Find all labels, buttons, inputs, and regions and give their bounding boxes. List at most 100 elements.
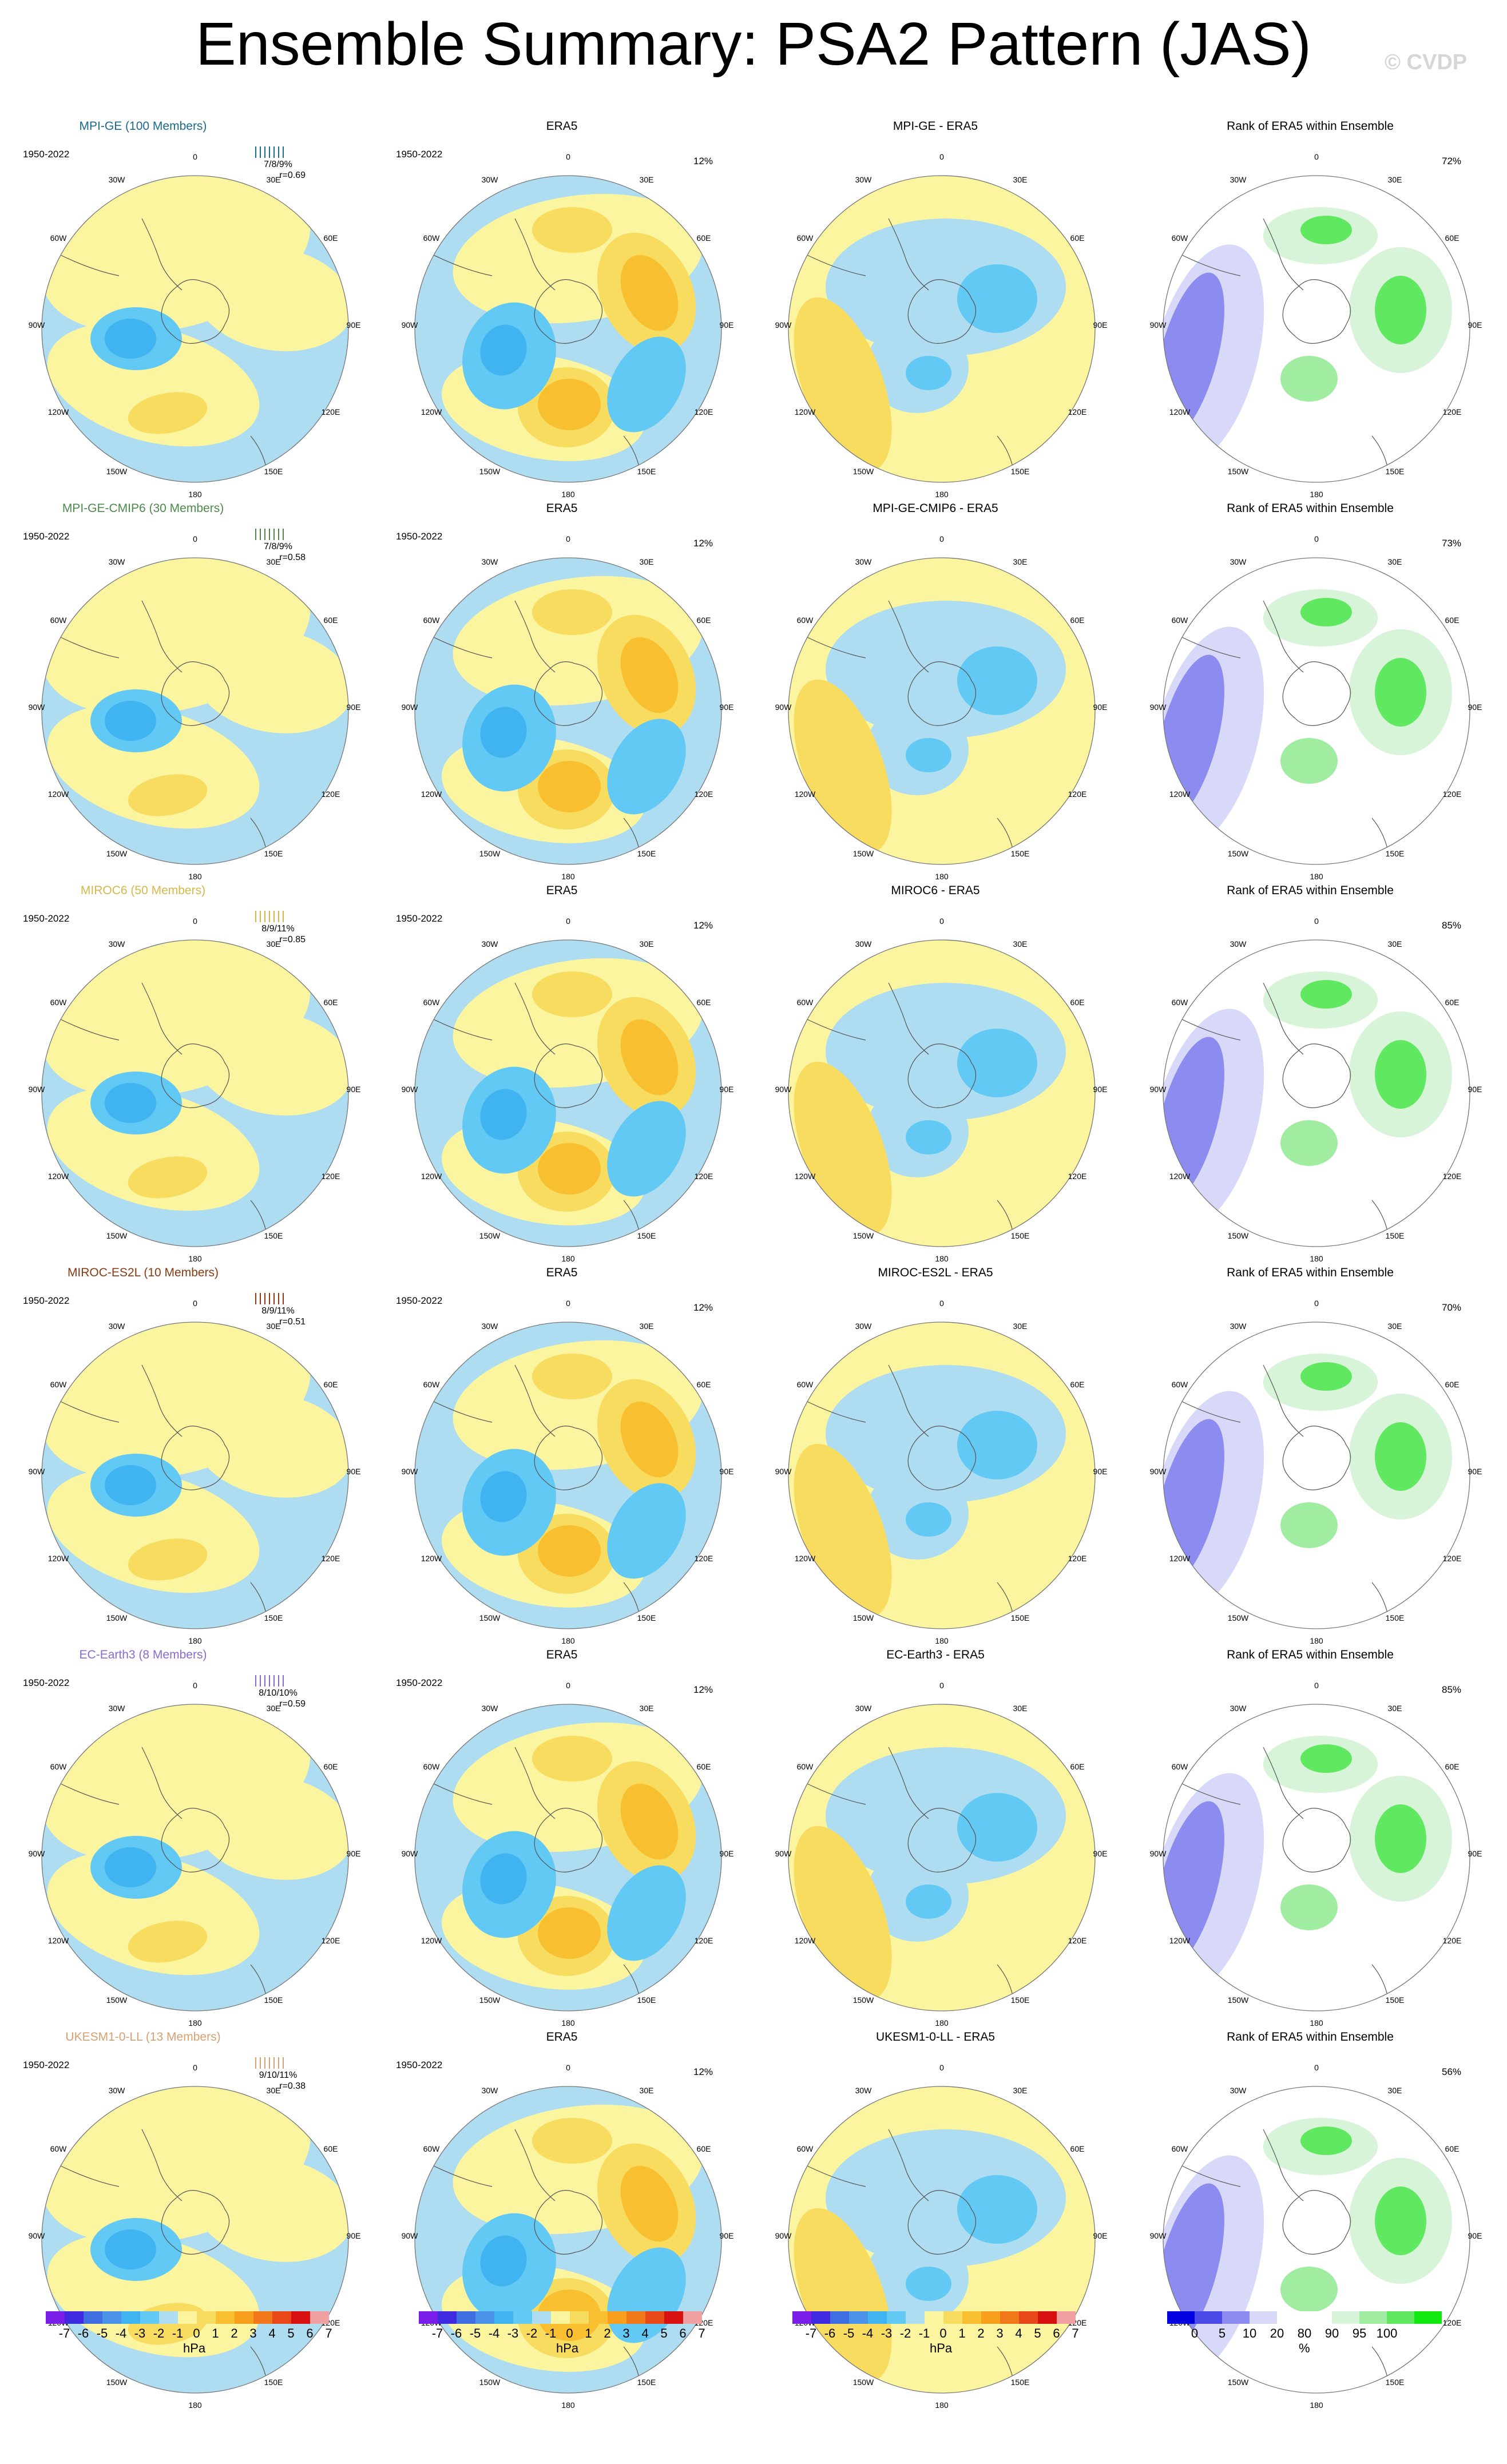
longitude-label: 180 xyxy=(188,2018,202,2027)
contour-region xyxy=(532,207,612,253)
colorbar-tick-label: -3 xyxy=(507,2326,519,2340)
peninsula-coastline xyxy=(429,1399,493,1423)
peninsula-coastline xyxy=(55,1399,120,1423)
longitude-label: 30E xyxy=(1387,2086,1402,2095)
longitude-label: 150E xyxy=(1010,2378,1030,2387)
polar-stereographic-map xyxy=(414,1322,722,1629)
longitude-label: 30W xyxy=(481,557,498,566)
longitude-label: 90W xyxy=(28,1849,45,1858)
longitude-label: 90W xyxy=(401,1849,418,1858)
contour-region xyxy=(906,1884,951,1919)
member-tick xyxy=(273,2057,275,2069)
longitude-label: 0 xyxy=(1314,1299,1319,1308)
colorbar-unit: hPa xyxy=(930,2341,953,2355)
polar-stereographic-map xyxy=(1163,1322,1470,1629)
colorbar-tick-label: -2 xyxy=(153,2326,165,2340)
colorbar-swatch xyxy=(140,2311,159,2324)
panel-era5: ERA5 1950-2022 12% 0 30E 60E 90E 120E 150E 180 150… xyxy=(373,1648,751,2030)
longitude-label: 90E xyxy=(1093,1849,1108,1858)
colorbar-swatches xyxy=(46,2311,329,2324)
panel-era5: ERA5 1950-2022 12% 0 30E 60E 90E 120E 150E 180 150… xyxy=(373,119,751,501)
longitude-label: 90E xyxy=(1468,320,1482,330)
longitude-label: 30E xyxy=(266,1322,281,1331)
panel-model: MIROC-ES2L (10 Members) 1950-2022 8/9/11% r… xyxy=(0,1265,378,1648)
member-tick xyxy=(269,529,270,540)
panel-title: MPI-GE-CMIP6 - ERA5 xyxy=(873,502,998,515)
colorbar-swatch xyxy=(792,2311,811,2324)
longitude-label: 90W xyxy=(28,320,45,330)
member-tick xyxy=(283,529,284,540)
colorbar-tick-label: 0 xyxy=(1191,2326,1199,2340)
longitude-label: 0 xyxy=(566,916,570,926)
longitude-label: 60E xyxy=(1445,233,1460,243)
colorbar-swatch xyxy=(664,2311,683,2324)
longitude-label: 30W xyxy=(108,1322,125,1331)
member-tick xyxy=(260,1293,261,1304)
member-tick xyxy=(260,911,261,922)
colorbar-swatch xyxy=(84,2311,102,2324)
longitude-label: 90W xyxy=(28,1085,45,1094)
longitude-label: 30W xyxy=(855,1704,872,1713)
longitude-label: 120W xyxy=(421,789,442,799)
longitude-label: 0 xyxy=(566,2063,570,2072)
contour-region xyxy=(1300,980,1352,1009)
member-tick xyxy=(273,529,275,540)
colorbar-swatch xyxy=(159,2311,178,2324)
contour-region xyxy=(128,1156,208,1199)
panel-title: UKESM1-0-LL (13 Members) xyxy=(65,2030,221,2044)
antarctica-coastline xyxy=(534,2190,603,2255)
longitude-label: 120W xyxy=(1169,1936,1191,1945)
longitude-label: 120E xyxy=(321,789,340,799)
contour-region xyxy=(957,264,1037,333)
contour-region xyxy=(128,392,208,434)
antarctica-coastline xyxy=(161,1808,230,1872)
panel-rank: Rank of ERA5 within Ensemble 72% 0 30E 60E 90… xyxy=(1121,119,1499,501)
longitude-label: 30W xyxy=(481,2086,498,2095)
panel-title: Rank of ERA5 within Ensemble xyxy=(1227,1648,1394,1661)
colorbar-swatch xyxy=(811,2311,830,2324)
polar-stereographic-map xyxy=(1163,557,1470,865)
map-boundary xyxy=(1163,1322,1470,1629)
longitude-label: 120E xyxy=(1068,1172,1087,1181)
map-boundary xyxy=(41,2086,349,2394)
percent-variance-text: 7/8/9% xyxy=(264,160,292,169)
period-label: 1950-2022 xyxy=(396,149,443,160)
colorbar-swatch xyxy=(906,2311,925,2324)
longitude-label: 90W xyxy=(1149,1085,1167,1094)
peninsula-coastline xyxy=(55,634,120,658)
longitude-label: 90W xyxy=(1149,1467,1167,1476)
longitude-label: 150W xyxy=(479,849,501,858)
member-pc-strip xyxy=(251,146,306,158)
longitude-label: 150W xyxy=(1227,1231,1249,1240)
longitude-label: 30E xyxy=(266,1704,281,1713)
longitude-label: 0 xyxy=(1314,916,1319,926)
longitude-label: 30W xyxy=(855,939,872,949)
panel-model: MIROC6 (50 Members) 1950-2022 8/9/11% r=0.8… xyxy=(0,883,378,1265)
longitude-label: 60W xyxy=(423,1762,440,1771)
longitude-label: 120W xyxy=(47,407,69,416)
longitude-label: 30W xyxy=(108,2086,125,2095)
longitude-label: 60W xyxy=(50,233,67,243)
longitude-label: 150W xyxy=(1227,849,1249,858)
colorbar-tick-label: -2 xyxy=(899,2326,911,2340)
longitude-label: 150E xyxy=(1385,849,1405,858)
contour-region xyxy=(1280,1502,1338,1548)
longitude-label: 120W xyxy=(1169,407,1191,416)
longitude-label: 0 xyxy=(193,152,197,161)
contour-region xyxy=(794,297,892,472)
contour-region xyxy=(538,1525,601,1577)
polar-stereographic-map xyxy=(788,2086,1096,2394)
longitude-label: 30E xyxy=(1013,175,1028,184)
colorbar-ticks: -7 -6 -5 -4 -3 -2 -1 0 1 2 3 4 5 6 7 xyxy=(802,2326,1085,2341)
longitude-label: 30E xyxy=(1013,557,1028,566)
colorbar-swatch xyxy=(291,2311,310,2324)
ensemble-row: MIROC6 (50 Members) 1950-2022 8/9/11% r=0.8… xyxy=(0,883,1507,1265)
panel-title: ERA5 xyxy=(546,2030,578,2044)
